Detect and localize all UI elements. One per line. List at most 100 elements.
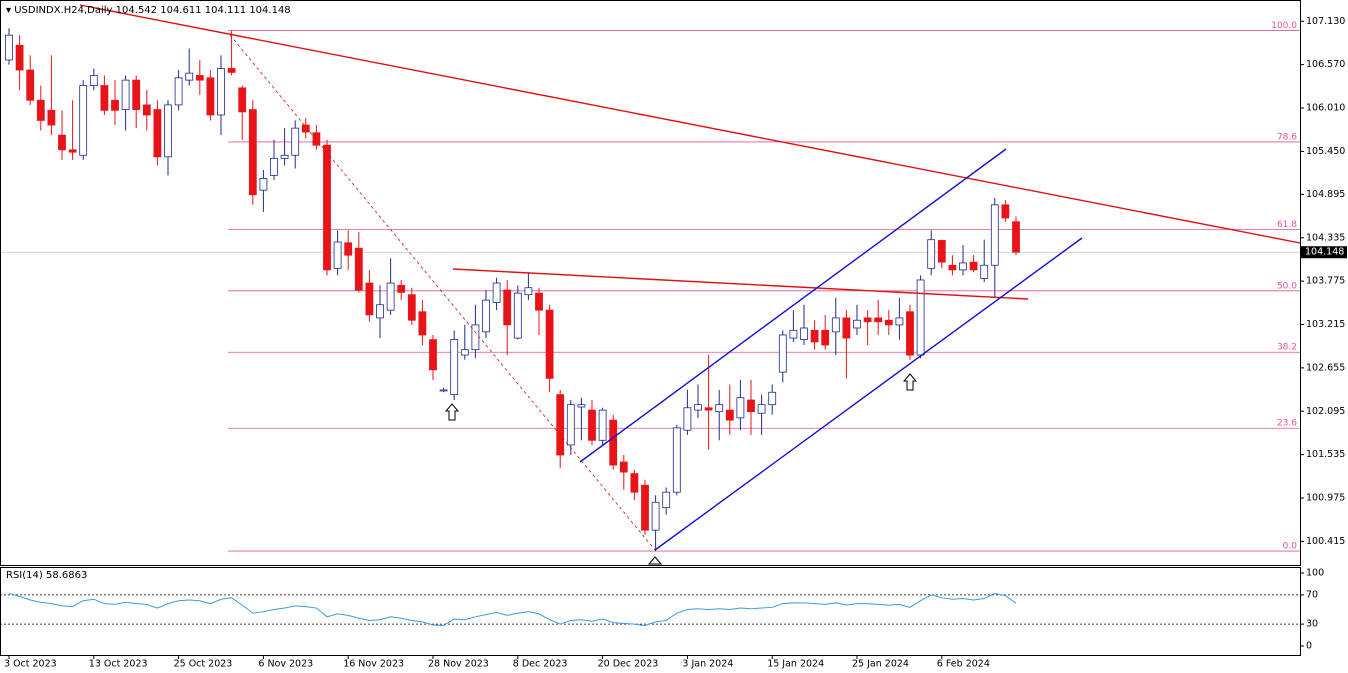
high: 104.611 (160, 5, 201, 16)
candle-body (556, 394, 565, 456)
candle-body (376, 304, 384, 319)
candle-body (672, 427, 681, 493)
candle-body (863, 317, 872, 323)
candle-body (545, 309, 554, 379)
candle-body (789, 329, 798, 339)
y-tick-label: 30 (1306, 619, 1318, 630)
candle-body (566, 404, 575, 446)
y-tick-label: 106.570 (1306, 59, 1345, 70)
x-tick-label: 6 Feb 2024 (937, 659, 990, 670)
x-tick-label: 3 Oct 2023 (4, 659, 57, 670)
candle-body (503, 289, 512, 326)
candle-body (524, 287, 533, 296)
y-tick-label: 0 (1306, 641, 1312, 652)
open: 104.542 (116, 5, 157, 16)
candle-body (482, 299, 490, 333)
trendline (79, 4, 1301, 244)
candle-body (354, 247, 363, 291)
candle-body (344, 242, 353, 256)
rsi-header: RSI(14) 58.6863 (6, 570, 87, 581)
y-tick-label: 102.655 (1306, 362, 1345, 373)
fib-label: 38.2 (1277, 343, 1297, 353)
candle-body (121, 79, 130, 110)
candle-body (58, 134, 66, 151)
candle-body (937, 240, 946, 263)
low: 104.111 (205, 5, 246, 16)
candle-body (323, 144, 331, 271)
candle-body (725, 409, 734, 421)
candle-body (471, 324, 480, 351)
candle-body (164, 104, 172, 158)
candle-body (238, 87, 247, 113)
arrow-up (647, 556, 663, 565)
x-tick-label: 3 Jan 2024 (682, 659, 733, 670)
arrow-up (902, 373, 918, 391)
candle-body (895, 317, 904, 326)
current-price-box (1301, 246, 1347, 259)
candle-body (418, 311, 427, 336)
candle-body (800, 327, 808, 341)
chart-header: ▾ USDINDX.H24,Daily 104.542 104.611 104.… (6, 5, 291, 16)
candle-body (768, 391, 777, 406)
candle-body (757, 404, 766, 414)
candle-body (842, 317, 851, 339)
candle-body (450, 339, 459, 395)
rsi-value: 58.6863 (46, 570, 87, 581)
candle-body (948, 264, 957, 271)
candle-body (704, 407, 713, 411)
candle-body (747, 399, 755, 413)
candle-body (1001, 204, 1010, 219)
candle-body (153, 109, 162, 158)
y-tick-label: 105.450 (1306, 146, 1345, 157)
fib-label: 100.0 (1271, 21, 1297, 31)
y-tick-label: 106.010 (1306, 103, 1345, 114)
current-price-label: 104.148 (1305, 247, 1344, 258)
candle-body (1012, 221, 1020, 253)
rsi-name: RSI(14) (6, 570, 43, 581)
candle-body (959, 262, 967, 271)
candle-body (492, 282, 501, 303)
y-tick-label: 100 (1306, 567, 1324, 578)
x-tick-label: 15 Jan 2024 (767, 659, 824, 670)
x-tick-label: 16 Nov 2023 (343, 659, 404, 670)
candle-body (248, 109, 257, 196)
candle-body (906, 311, 914, 356)
trendline (452, 268, 1029, 300)
candle-body (142, 104, 151, 116)
y-tick-label: 70 (1306, 589, 1318, 600)
candle-body (429, 339, 437, 371)
candle-body (778, 334, 787, 373)
candle-body (301, 124, 310, 133)
candle-body (513, 292, 522, 339)
candle-body (227, 68, 236, 73)
candle-body (588, 409, 596, 441)
x-tick-label: 25 Jan 2024 (852, 659, 909, 670)
candle-body (5, 34, 13, 61)
candle-body (969, 261, 978, 271)
candle-body (853, 319, 861, 329)
candle-body (280, 154, 289, 159)
candle-body (641, 484, 649, 531)
candle-body (185, 72, 194, 81)
candle-body (259, 178, 268, 191)
y-tick-label: 100.975 (1306, 493, 1345, 504)
candle-body (619, 461, 628, 473)
candle-body (291, 127, 300, 156)
candle-body (174, 77, 183, 106)
candle-body (831, 317, 840, 333)
candle-body (312, 132, 321, 146)
candle-body (577, 404, 586, 408)
candle-body (821, 329, 830, 346)
candle-body (365, 282, 374, 316)
candle-body (15, 44, 24, 71)
candle-body (111, 99, 119, 111)
channel-line (579, 148, 1007, 463)
candle-body (694, 404, 702, 411)
y-tick-label: 104.895 (1306, 189, 1345, 200)
channel-line (654, 237, 1083, 551)
candle-body (100, 85, 109, 111)
candle-body (927, 239, 936, 269)
candle-body (662, 491, 671, 509)
candle-body (810, 329, 819, 343)
